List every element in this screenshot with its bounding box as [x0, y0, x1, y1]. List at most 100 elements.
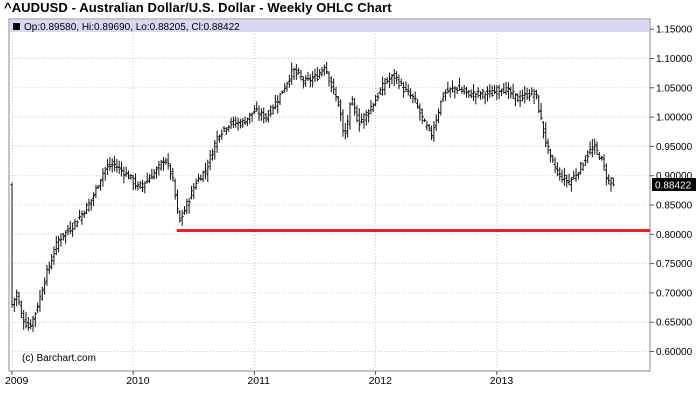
ohlc-bar — [311, 71, 315, 88]
ohlc-bar — [420, 108, 424, 124]
ohlc-bar — [315, 67, 319, 82]
ohlc-bar — [238, 118, 242, 129]
ohlc-bar — [224, 127, 228, 135]
ohlc-bar — [518, 90, 522, 107]
ohlc-bar — [75, 220, 79, 228]
ohlc-bar — [325, 61, 329, 75]
ohlc-bar — [427, 123, 431, 132]
ohlc-bar — [213, 139, 217, 160]
ohlc-bar — [189, 185, 193, 200]
ohlc-bar — [178, 210, 182, 223]
ohlc-bar — [243, 116, 247, 125]
ohlc-bar — [217, 134, 221, 143]
ohlc-bar — [129, 174, 133, 180]
x-axis: 2009 2010 2011 2012 2013 — [5, 371, 513, 387]
ohlc-bar — [441, 91, 445, 102]
ohlc-bar — [369, 100, 373, 115]
ohlc-bar — [490, 85, 494, 97]
ohlc-bar — [604, 163, 608, 186]
ohlc-bar — [525, 87, 529, 100]
ohlc-bar — [595, 141, 599, 156]
ohlc-bar — [280, 90, 284, 94]
ohlc-bar — [89, 199, 93, 211]
ohlc-bar — [404, 81, 408, 92]
plot-area — [8, 18, 651, 372]
ohlc-bar — [506, 82, 510, 99]
ohlc-bar — [96, 185, 100, 189]
ohlc-bar — [581, 162, 585, 171]
ohlc-bar — [488, 84, 492, 98]
ohlc-bar — [19, 300, 23, 318]
ohlc-bar — [17, 291, 21, 305]
ohlc-bar — [120, 161, 124, 177]
ohlc-bar — [343, 123, 347, 140]
ohlc-bar — [327, 71, 331, 87]
x-tick-label: 2009 — [5, 375, 29, 387]
ohlc-bar — [469, 89, 473, 99]
ohlc-bar — [607, 174, 611, 185]
ohlc-bar — [43, 277, 47, 295]
ohlc-bar — [411, 93, 415, 104]
ohlc-bar — [418, 103, 422, 121]
ohlc-bar — [173, 178, 177, 200]
x-tick-label: 2013 — [490, 375, 514, 387]
ohlc-bar — [73, 218, 77, 230]
ohlc-bar — [446, 81, 450, 94]
ohlc-bar — [504, 81, 508, 95]
ohlc-bar — [485, 86, 489, 102]
ohlc-bar — [548, 148, 552, 163]
ohlc-bar — [82, 210, 86, 219]
ohlc-bar — [541, 121, 545, 139]
ohlc-bar — [367, 109, 371, 123]
ohlc-bar — [185, 198, 189, 214]
ohlc-bar — [553, 157, 557, 174]
ohlc-bar — [271, 104, 275, 115]
y-tick-label: 1.15000 — [656, 25, 693, 36]
ohlc-bar — [110, 158, 114, 173]
ohlc-bar — [215, 130, 219, 153]
ohlc-bar — [555, 162, 559, 177]
ohlc-bar — [29, 319, 33, 330]
ohlc-bar — [36, 302, 40, 313]
ohlc-bar — [299, 69, 303, 81]
ohlc-bar — [59, 233, 63, 247]
ohlc-bar — [306, 71, 310, 81]
ohlc-bar — [565, 174, 569, 188]
ohlc-bar — [162, 156, 165, 171]
ohlc-bar — [537, 95, 541, 114]
ohlc-bar — [402, 81, 406, 98]
ohlc-bar — [210, 148, 214, 161]
ohlc-bar — [117, 160, 121, 174]
ohlc-bar — [483, 91, 487, 105]
ohlc-bar — [227, 125, 231, 132]
ohlc-bar — [476, 87, 480, 99]
ohlc-bars — [10, 61, 615, 332]
ohlc-bar — [166, 153, 170, 170]
watermark: (c) Barchart.com — [22, 353, 96, 364]
ohlc-bar — [150, 168, 154, 180]
ohlc-bar — [593, 138, 597, 155]
y-tick-label: 1.00000 — [656, 113, 693, 124]
ohlc-bar — [206, 159, 210, 183]
y-tick-label: 0.65000 — [656, 318, 693, 329]
ohlc-bar — [259, 108, 263, 121]
ohlc-bar — [353, 98, 357, 116]
ohlc-bar — [530, 87, 534, 96]
ohlc-bar — [127, 170, 131, 180]
ohlc-bar — [52, 246, 56, 265]
ohlc-bar — [182, 206, 186, 215]
ohlc-bar — [423, 118, 427, 122]
ohlc-bar — [453, 86, 457, 99]
y-tick-label: 0.70000 — [656, 288, 693, 299]
ohlc-bar — [141, 179, 145, 193]
ohlc-bar — [520, 89, 524, 102]
ohlc-bar — [432, 121, 436, 142]
ohlc-bar — [108, 157, 112, 171]
ohlc-bar — [222, 126, 226, 133]
ohlc-bar — [350, 96, 354, 106]
ohlc-bar — [290, 62, 294, 85]
ohlc-bar — [551, 154, 555, 163]
ohlc-bar — [85, 202, 89, 215]
y-tick-label: 0.85000 — [656, 201, 693, 212]
ohlc-bar — [336, 95, 340, 107]
